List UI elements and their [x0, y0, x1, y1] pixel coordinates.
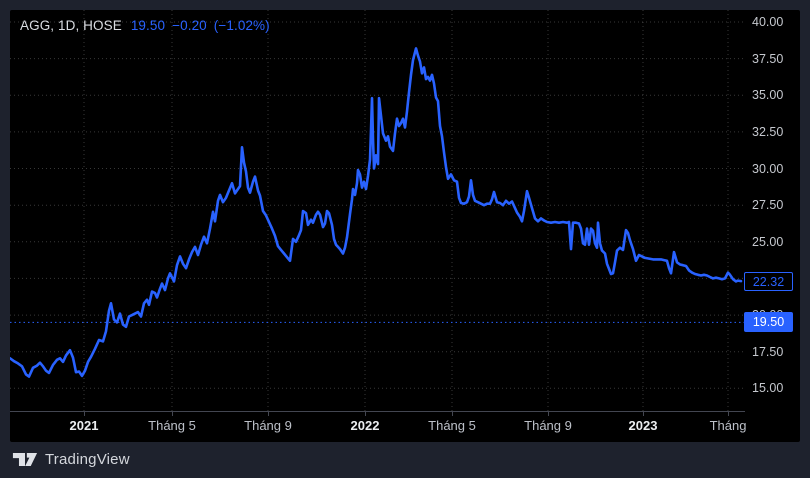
time-tick-label: Tháng [709, 418, 747, 433]
time-tick-mark [643, 412, 644, 416]
price-tick-label: 37.50 [752, 52, 784, 66]
chart-panel: AGG, 1D, HOSE 19.50 −0.20 (−1.02%) 40.00… [10, 10, 800, 442]
time-tick-mark [172, 412, 173, 416]
price-change-percent: (−1.02%) [213, 18, 270, 33]
price-tick-label: 40.00 [752, 15, 784, 29]
time-tick-label: Tháng 9 [524, 418, 572, 433]
price-line-label: 19.50 [744, 312, 793, 332]
symbol-name: AGG, 1D, HOSE [20, 18, 122, 33]
tradingview-brand-text: TradingView [45, 450, 130, 468]
price-tick-label: 15.00 [752, 381, 784, 395]
time-tick-mark [548, 412, 549, 416]
tradingview-logo-icon [12, 452, 38, 466]
time-tick-mark [728, 412, 729, 416]
quote-values: 19.50 −0.20 (−1.02%) [131, 18, 270, 33]
tradingview-watermark[interactable]: TradingView [12, 447, 130, 471]
price-tick-label: 17.50 [752, 345, 784, 359]
price-tick-label: 30.00 [752, 162, 784, 176]
time-axis-separator [10, 411, 745, 412]
time-tick-mark [268, 412, 269, 416]
time-tick-label: 2021 [69, 418, 99, 433]
time-tick-label: 2023 [628, 418, 658, 433]
symbol-header: AGG, 1D, HOSE 19.50 −0.20 (−1.02%) [20, 18, 270, 33]
price-plot-area[interactable] [10, 10, 745, 411]
last-value-price-label: 22.32 [744, 272, 793, 291]
price-change: −0.20 [172, 18, 207, 33]
time-tick-mark [365, 412, 366, 416]
price-tick-label: 25.00 [752, 235, 784, 249]
price-tick-label: 32.50 [752, 125, 784, 139]
price-tick-label: 27.50 [752, 198, 784, 212]
time-tick-label: Tháng 5 [428, 418, 476, 433]
time-tick-label: Tháng 9 [244, 418, 292, 433]
price-tick-label: 35.00 [752, 88, 784, 102]
last-price: 19.50 [130, 18, 166, 33]
time-tick-label: 2022 [350, 418, 380, 433]
time-tick-mark [452, 412, 453, 416]
time-tick-label: Tháng 5 [148, 418, 196, 433]
time-tick-mark [84, 412, 85, 416]
